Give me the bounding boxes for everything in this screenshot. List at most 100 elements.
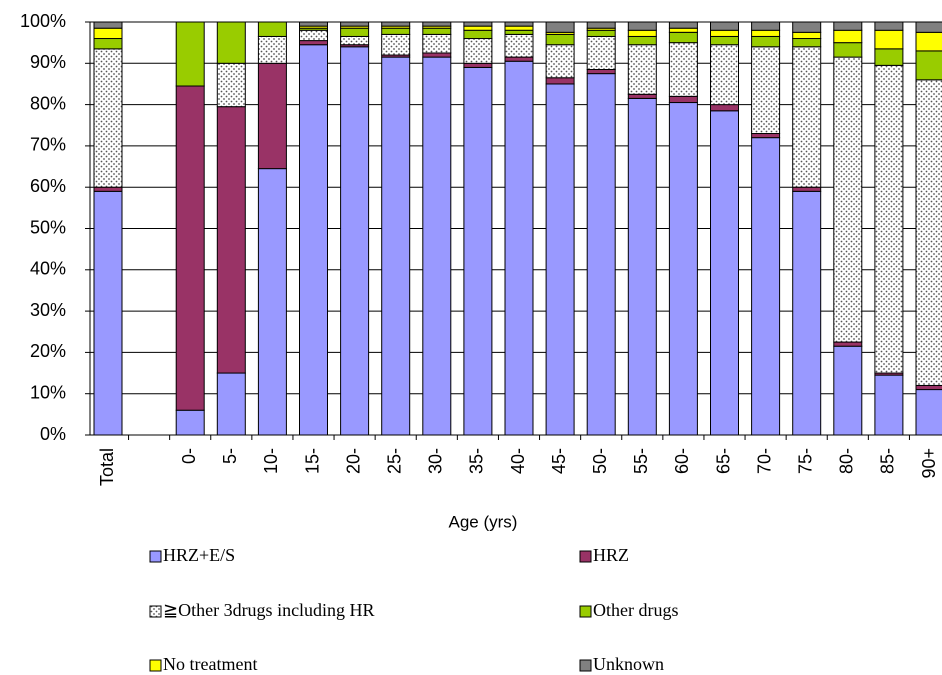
bar-segment <box>792 31 822 40</box>
y-tick-label: 50% <box>30 217 66 237</box>
bar-segment <box>668 102 698 436</box>
bar-segment <box>257 168 287 436</box>
bar-segment <box>751 46 781 135</box>
x-tick-label: 25- <box>384 448 404 474</box>
bar-segment <box>627 35 657 46</box>
x-tick-label: 35- <box>467 448 487 474</box>
bar-segment <box>668 95 698 104</box>
x-axis-title: Age (yrs) <box>449 512 518 531</box>
bar-segment <box>586 73 616 436</box>
bar-segment <box>216 21 246 64</box>
bar-segment <box>586 21 616 29</box>
bar-segment <box>751 35 781 48</box>
bar-segment <box>93 186 123 192</box>
bar-segment <box>833 29 863 44</box>
bar-segment <box>915 389 942 436</box>
y-tick-label: 60% <box>30 176 66 196</box>
bar-segment <box>422 56 452 436</box>
bar-segment <box>833 345 863 436</box>
bar-segment <box>710 104 739 112</box>
x-tick-label: Total <box>97 448 117 486</box>
x-tick-label: 55- <box>631 448 651 474</box>
bar-segment <box>751 29 781 37</box>
bar-segment <box>710 110 739 436</box>
y-tick-label: 10% <box>30 382 66 402</box>
x-tick-label: 15- <box>302 448 322 474</box>
y-tick-label: 70% <box>30 135 66 155</box>
x-tick-label: 90+ <box>919 448 939 479</box>
bar-segment <box>833 21 863 31</box>
bar-segment <box>504 33 534 58</box>
bar-segment <box>874 48 904 66</box>
bar-segment <box>257 62 287 170</box>
bar-segment <box>668 21 698 29</box>
y-tick-label: 90% <box>30 52 66 72</box>
x-tick-label: 70- <box>754 448 774 474</box>
bar-segment <box>463 38 493 64</box>
y-tick-label: 40% <box>30 259 66 279</box>
x-tick-label: 75- <box>795 448 815 474</box>
bar-segment <box>833 341 863 347</box>
bar-segment <box>340 21 370 27</box>
y-tick-label: 0% <box>40 424 66 444</box>
bar-segment <box>463 29 493 40</box>
bar-segment <box>93 190 123 436</box>
x-tick-label: 80- <box>837 448 857 474</box>
bar-segment <box>545 21 575 33</box>
legend-label: Unknown <box>593 654 664 674</box>
x-tick-label: 10- <box>261 448 281 474</box>
bar-segment <box>504 21 534 27</box>
bar-segment <box>710 21 739 31</box>
bar-segment <box>175 21 205 87</box>
bar-segment <box>545 44 575 79</box>
bar-segment <box>463 62 493 68</box>
bar-segment <box>504 29 534 35</box>
x-tick-label: 85- <box>878 448 898 474</box>
bar-segment <box>874 64 904 374</box>
bar-segment <box>915 21 942 33</box>
bar-segment <box>257 21 287 37</box>
bar-segment <box>545 33 575 46</box>
bar-segment <box>504 56 534 62</box>
x-tick-label: 30- <box>426 448 446 474</box>
bar-segment <box>710 44 739 106</box>
legend-swatch <box>579 550 592 563</box>
bar-segment <box>545 83 575 436</box>
legend-swatch <box>149 605 162 618</box>
bar-segment <box>381 21 411 27</box>
bar-segment <box>915 50 942 81</box>
bar-segment <box>751 21 781 31</box>
bar-segment <box>792 38 822 48</box>
y-tick-label: 80% <box>30 93 66 113</box>
bar-segment <box>504 60 534 436</box>
bar-segment <box>710 29 739 37</box>
bar-segment <box>668 27 698 33</box>
y-tick-label: 20% <box>30 341 66 361</box>
bar-segment <box>216 106 246 374</box>
bar-segment <box>463 66 493 436</box>
bar-segment <box>257 35 287 64</box>
bar-segment <box>340 27 370 37</box>
bar-segment <box>874 374 904 436</box>
bar-segment <box>586 29 616 37</box>
bar-segment <box>422 21 452 27</box>
x-tick-label: 65- <box>713 448 733 474</box>
bar-segment <box>915 31 942 52</box>
legend-label: HRZ+E/S <box>163 545 235 565</box>
x-tick-label: 0- <box>179 448 199 464</box>
bar-segment <box>216 62 246 108</box>
bar-segment <box>93 27 123 40</box>
y-tick-label: 30% <box>30 300 66 320</box>
bar-segment <box>874 21 904 31</box>
bar-segment <box>627 44 657 95</box>
bar-segment <box>792 190 822 436</box>
legend-swatch <box>149 659 162 672</box>
bar-segment <box>422 33 452 54</box>
bar-segment <box>93 38 123 50</box>
bar-segment <box>340 46 370 436</box>
legend-swatch <box>579 659 592 672</box>
bar-segment <box>627 21 657 31</box>
x-tick-label: 50- <box>590 448 610 474</box>
